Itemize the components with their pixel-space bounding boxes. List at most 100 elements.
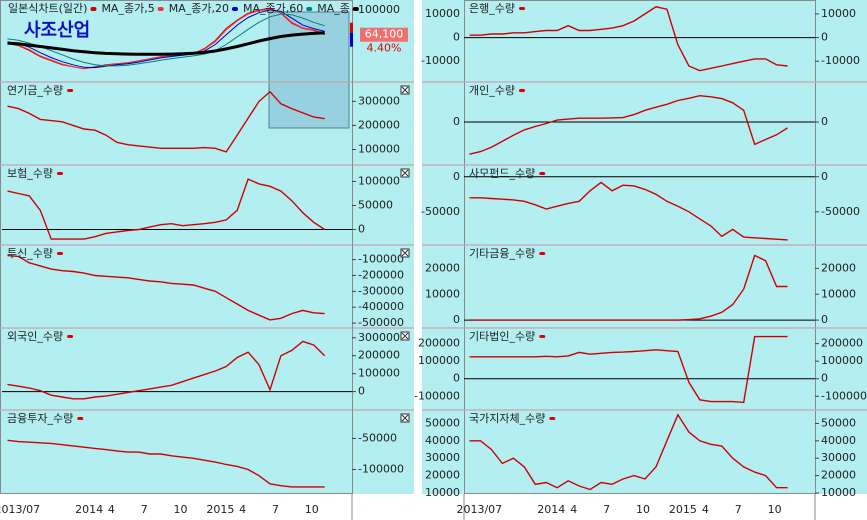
y-tick-label: -100000 bbox=[821, 389, 867, 402]
x-tick-label: 2015 bbox=[669, 503, 697, 516]
x-tick-label: 2013/07 bbox=[0, 503, 40, 516]
y-tick-label: 10000 bbox=[821, 287, 856, 300]
y-tick-label: -50000 bbox=[821, 205, 860, 218]
y-tick-label: 100000 bbox=[358, 142, 400, 155]
price-box bbox=[360, 27, 408, 42]
legend-label: MA_종가,20 bbox=[169, 2, 229, 15]
y-tick-label: 10000 bbox=[425, 287, 460, 300]
y-tick-label: 0 bbox=[821, 170, 828, 183]
change-label: 4.40% bbox=[367, 42, 402, 55]
x-tick-label: 2013/07 bbox=[456, 503, 502, 516]
y-tick-label: 30000 bbox=[821, 451, 856, 464]
y-tick-label: 0 bbox=[821, 313, 828, 326]
title-marker bbox=[67, 335, 74, 338]
y-tick-label: 100000 bbox=[358, 3, 400, 16]
x-axis-strip bbox=[0, 494, 867, 520]
y-tick-label: 0 bbox=[821, 115, 828, 128]
x-tick-label: 4 bbox=[702, 503, 709, 516]
series-line bbox=[469, 413, 788, 491]
y-tick-label: 50000 bbox=[358, 198, 393, 211]
y-tick-label: 10000 bbox=[821, 7, 856, 20]
title-marker bbox=[56, 172, 63, 175]
series-line bbox=[7, 13, 325, 67]
x-tick-label: 4 bbox=[570, 503, 577, 516]
title-marker bbox=[518, 89, 525, 92]
x-tick-label: 2014 bbox=[537, 503, 565, 516]
title-marker bbox=[77, 417, 84, 420]
stock-name: 사조산업 bbox=[24, 20, 90, 41]
x-tick-label: 7 bbox=[735, 503, 742, 516]
series-line bbox=[7, 439, 325, 488]
y-tick-label: -300000 bbox=[358, 284, 404, 297]
y-tick-label: 40000 bbox=[821, 434, 856, 447]
x-tick-label: 2015 bbox=[206, 503, 234, 516]
x-tick-label: 4 bbox=[108, 503, 115, 516]
x-tick-label: 7 bbox=[603, 503, 610, 516]
title-marker bbox=[549, 417, 556, 420]
x-tick-label: 7 bbox=[272, 503, 279, 516]
price-bar bbox=[350, 32, 353, 47]
legend-label: MA_종가,5 bbox=[101, 2, 154, 15]
x-tick-label: 10 bbox=[768, 503, 782, 516]
panel-title: 국가지자체_수량 bbox=[469, 412, 545, 425]
y-tick-label: 50000 bbox=[425, 416, 460, 429]
y-tick-label: 300000 bbox=[358, 94, 400, 107]
y-tick-label: -50000 bbox=[421, 205, 460, 218]
close-icon bbox=[401, 414, 409, 422]
y-tick-label: 200000 bbox=[358, 349, 400, 362]
panel-title: 개인_수량 bbox=[469, 84, 515, 97]
y-tick-label: 10000 bbox=[425, 486, 460, 499]
y-tick-label: 10000 bbox=[425, 7, 460, 20]
y-tick-label: 10000 bbox=[821, 486, 856, 499]
y-tick-label: 50000 bbox=[821, 416, 856, 429]
y-tick-label: 0 bbox=[453, 313, 460, 326]
close-icon bbox=[401, 169, 409, 177]
y-tick-label: 200000 bbox=[418, 337, 460, 350]
title-marker bbox=[539, 252, 546, 255]
panel-title: 은행_수량 bbox=[469, 2, 515, 15]
x-tick-label: 10 bbox=[174, 503, 188, 516]
panel-title: 투신_수량 bbox=[7, 247, 53, 260]
close-icon bbox=[401, 86, 409, 94]
y-tick-label: -100000 bbox=[358, 463, 404, 476]
x-tick-label: 10 bbox=[636, 503, 650, 516]
title-marker bbox=[539, 335, 546, 338]
series-line bbox=[469, 335, 788, 404]
series-line bbox=[469, 181, 788, 241]
panel-title: 금융투자_수량 bbox=[7, 412, 73, 425]
y-tick-label: -200000 bbox=[358, 268, 404, 281]
panel-title: 연기금_수량 bbox=[7, 84, 63, 97]
legend-label: 일본식차트(일간) bbox=[8, 1, 87, 15]
x-tick-label: 2014 bbox=[75, 503, 103, 516]
legend-marker bbox=[306, 7, 313, 11]
legend-label: MA_종 bbox=[317, 2, 350, 15]
y-tick-label: 100000 bbox=[821, 354, 863, 367]
x-tick-label: 4 bbox=[239, 503, 246, 516]
y-tick-label: -10000 bbox=[421, 54, 460, 67]
title-marker bbox=[56, 252, 63, 255]
y-tick-label: -100000 bbox=[358, 253, 404, 266]
y-tick-label: 0 bbox=[358, 223, 365, 236]
left-frame bbox=[0, 0, 353, 494]
y-tick-label: 100000 bbox=[358, 367, 400, 380]
y-tick-label: 0 bbox=[358, 385, 365, 398]
title-marker bbox=[518, 7, 525, 10]
legend-marker bbox=[352, 7, 359, 11]
y-tick-label: -500000 bbox=[358, 316, 404, 329]
y-tick-label: 40000 bbox=[425, 434, 460, 447]
panel-title: 외국인_수량 bbox=[7, 330, 63, 343]
highlight-box bbox=[268, 11, 350, 129]
y-tick-label: 20000 bbox=[425, 469, 460, 482]
panel-title: 기타법인_수량 bbox=[469, 330, 535, 343]
x-tick-label: 7 bbox=[141, 503, 148, 516]
series-line bbox=[7, 254, 325, 321]
legend-marker bbox=[231, 7, 238, 11]
y-tick-label: 0 bbox=[821, 31, 828, 44]
series-line bbox=[7, 178, 326, 240]
panel-title: 보험_수량 bbox=[7, 167, 53, 180]
price-label: 64,100 bbox=[365, 28, 404, 41]
y-tick-label: 20000 bbox=[425, 261, 460, 274]
y-tick-label: -400000 bbox=[358, 300, 404, 313]
